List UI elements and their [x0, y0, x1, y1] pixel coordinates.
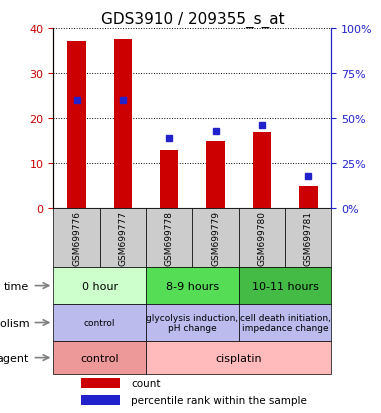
Text: metabolism: metabolism — [0, 318, 29, 328]
Text: GSM699778: GSM699778 — [165, 211, 174, 266]
FancyBboxPatch shape — [53, 209, 100, 268]
FancyBboxPatch shape — [53, 304, 146, 341]
Text: count: count — [131, 378, 161, 388]
Bar — [160, 150, 178, 209]
FancyBboxPatch shape — [146, 304, 239, 341]
Text: control: control — [80, 353, 119, 363]
Text: agent: agent — [0, 353, 29, 363]
Bar — [67, 43, 86, 209]
FancyBboxPatch shape — [192, 209, 239, 268]
FancyBboxPatch shape — [239, 268, 331, 304]
FancyBboxPatch shape — [146, 268, 239, 304]
Text: 8-9 hours: 8-9 hours — [166, 281, 219, 291]
FancyBboxPatch shape — [285, 209, 331, 268]
Text: GSM699776: GSM699776 — [72, 211, 81, 266]
Text: GSM699781: GSM699781 — [304, 211, 313, 266]
Bar — [81, 395, 120, 405]
Text: 10-11 hours: 10-11 hours — [252, 281, 319, 291]
FancyBboxPatch shape — [146, 209, 192, 268]
Bar — [81, 378, 120, 388]
Text: GSM699780: GSM699780 — [258, 211, 266, 266]
Text: cisplatin: cisplatin — [215, 353, 262, 363]
FancyBboxPatch shape — [53, 268, 146, 304]
FancyBboxPatch shape — [53, 341, 146, 374]
Bar — [206, 141, 225, 209]
Text: control: control — [84, 318, 115, 327]
Text: glycolysis induction,
pH change: glycolysis induction, pH change — [146, 313, 239, 332]
Text: time: time — [4, 281, 29, 291]
FancyBboxPatch shape — [239, 304, 331, 341]
Text: 0 hour: 0 hour — [82, 281, 118, 291]
Text: GSM699777: GSM699777 — [118, 211, 127, 266]
Text: cell death initiation,
impedance change: cell death initiation, impedance change — [240, 313, 331, 332]
Bar — [114, 40, 132, 209]
FancyBboxPatch shape — [100, 209, 146, 268]
Bar — [253, 132, 271, 209]
FancyBboxPatch shape — [239, 209, 285, 268]
Text: percentile rank within the sample: percentile rank within the sample — [131, 395, 307, 405]
Text: GSM699779: GSM699779 — [211, 211, 220, 266]
Title: GDS3910 / 209355_s_at: GDS3910 / 209355_s_at — [101, 12, 284, 28]
FancyBboxPatch shape — [146, 341, 331, 374]
Bar — [299, 186, 318, 209]
